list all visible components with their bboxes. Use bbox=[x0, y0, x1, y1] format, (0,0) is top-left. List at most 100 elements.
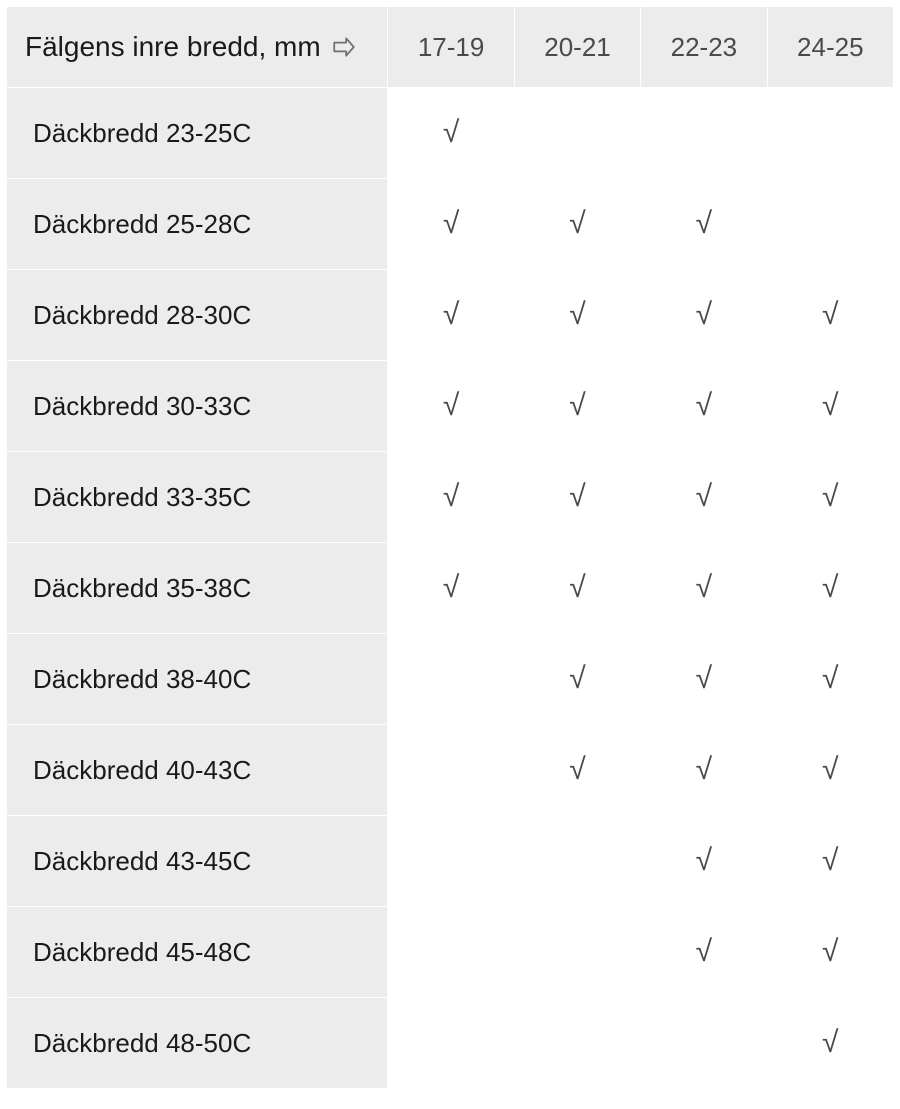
check-icon: √ bbox=[569, 753, 585, 786]
check-icon: √ bbox=[696, 480, 712, 513]
check-icon: √ bbox=[569, 389, 585, 422]
check-icon: √ bbox=[822, 662, 838, 695]
check-icon: √ bbox=[696, 753, 712, 786]
corner-header-label: Fälgens inre bredd, mm bbox=[25, 31, 321, 63]
table-row: Däckbredd 35-38C √ √ √ √ bbox=[7, 543, 894, 634]
table-cell bbox=[388, 725, 514, 816]
check-icon: √ bbox=[822, 389, 838, 422]
row-header-label: Däckbredd 28-30C bbox=[33, 300, 251, 330]
table-cell: √ bbox=[767, 998, 893, 1089]
row-header: Däckbredd 43-45C bbox=[7, 816, 388, 907]
compatibility-table: Fälgens inre bredd, mm 17-19 20-21 22-23… bbox=[6, 6, 894, 1089]
table-cell: √ bbox=[641, 725, 767, 816]
row-header: Däckbredd 23-25C bbox=[7, 88, 388, 179]
table-cell: √ bbox=[514, 543, 640, 634]
table-cell: √ bbox=[388, 270, 514, 361]
col-header-label: 17-19 bbox=[418, 32, 485, 62]
table-cell bbox=[388, 907, 514, 998]
row-header-label: Däckbredd 45-48C bbox=[33, 937, 251, 967]
check-icon: √ bbox=[696, 298, 712, 331]
check-icon: √ bbox=[569, 571, 585, 604]
table-cell: √ bbox=[388, 543, 514, 634]
check-icon: √ bbox=[443, 207, 459, 240]
check-icon: √ bbox=[443, 480, 459, 513]
col-header: 20-21 bbox=[514, 7, 640, 88]
row-header-label: Däckbredd 23-25C bbox=[33, 118, 251, 148]
table-cell bbox=[514, 998, 640, 1089]
check-icon: √ bbox=[443, 116, 459, 149]
table-cell: √ bbox=[641, 907, 767, 998]
row-header: Däckbredd 33-35C bbox=[7, 452, 388, 543]
table-cell: √ bbox=[641, 543, 767, 634]
check-icon: √ bbox=[822, 1026, 838, 1059]
col-header-label: 22-23 bbox=[671, 32, 738, 62]
row-header-label: Däckbredd 25-28C bbox=[33, 209, 251, 239]
row-header: Däckbredd 25-28C bbox=[7, 179, 388, 270]
table-cell: √ bbox=[641, 452, 767, 543]
table-cell: √ bbox=[641, 634, 767, 725]
check-icon: √ bbox=[696, 571, 712, 604]
table-cell: √ bbox=[767, 816, 893, 907]
row-header-label: Däckbredd 33-35C bbox=[33, 482, 251, 512]
table-header-row: Fälgens inre bredd, mm 17-19 20-21 22-23… bbox=[7, 7, 894, 88]
table-cell bbox=[641, 998, 767, 1089]
table-cell: √ bbox=[388, 361, 514, 452]
table-cell bbox=[767, 88, 893, 179]
col-header-label: 20-21 bbox=[544, 32, 611, 62]
table-cell: √ bbox=[514, 361, 640, 452]
check-icon: √ bbox=[696, 662, 712, 695]
table-cell bbox=[514, 907, 640, 998]
check-icon: √ bbox=[696, 844, 712, 877]
check-icon: √ bbox=[696, 389, 712, 422]
table-cell: √ bbox=[767, 907, 893, 998]
check-icon: √ bbox=[569, 662, 585, 695]
table-row: Däckbredd 30-33C √ √ √ √ bbox=[7, 361, 894, 452]
row-header-label: Däckbredd 30-33C bbox=[33, 391, 251, 421]
table-cell: √ bbox=[767, 543, 893, 634]
check-icon: √ bbox=[569, 207, 585, 240]
table-cell: √ bbox=[514, 179, 640, 270]
table-cell bbox=[388, 998, 514, 1089]
table-body: Däckbredd 23-25C√Däckbredd 25-28C√√√Däck… bbox=[7, 88, 894, 1089]
row-header: Däckbredd 35-38C bbox=[7, 543, 388, 634]
row-header-label: Däckbredd 35-38C bbox=[33, 573, 251, 603]
table-cell bbox=[388, 816, 514, 907]
row-header-label: Däckbredd 38-40C bbox=[33, 664, 251, 694]
row-header-label: Däckbredd 43-45C bbox=[33, 846, 251, 876]
table-cell: √ bbox=[767, 634, 893, 725]
table-cell bbox=[641, 88, 767, 179]
check-icon: √ bbox=[822, 844, 838, 877]
table-cell: √ bbox=[514, 270, 640, 361]
check-icon: √ bbox=[443, 389, 459, 422]
check-icon: √ bbox=[443, 571, 459, 604]
table-cell bbox=[514, 816, 640, 907]
table-cell: √ bbox=[767, 725, 893, 816]
table-cell: √ bbox=[514, 725, 640, 816]
compatibility-table-container: Fälgens inre bredd, mm 17-19 20-21 22-23… bbox=[0, 0, 900, 1109]
table-row: Däckbredd 38-40C √ √ √ bbox=[7, 634, 894, 725]
check-icon: √ bbox=[696, 935, 712, 968]
row-header-label: Däckbredd 48-50C bbox=[33, 1028, 251, 1058]
table-cell bbox=[514, 88, 640, 179]
table-row: Däckbredd 48-50C √ bbox=[7, 998, 894, 1089]
table-cell: √ bbox=[514, 452, 640, 543]
row-header: Däckbredd 40-43C bbox=[7, 725, 388, 816]
check-icon: √ bbox=[822, 571, 838, 604]
table-cell: √ bbox=[767, 452, 893, 543]
table-cell: √ bbox=[641, 361, 767, 452]
table-cell bbox=[388, 634, 514, 725]
table-cell bbox=[767, 179, 893, 270]
table-row: Däckbredd 43-45C √ √ bbox=[7, 816, 894, 907]
check-icon: √ bbox=[822, 753, 838, 786]
check-icon: √ bbox=[569, 480, 585, 513]
table-cell: √ bbox=[767, 361, 893, 452]
table-row: Däckbredd 28-30C√√√√ bbox=[7, 270, 894, 361]
col-header: 22-23 bbox=[641, 7, 767, 88]
table-cell: √ bbox=[388, 452, 514, 543]
check-icon: √ bbox=[569, 298, 585, 331]
col-header: 17-19 bbox=[388, 7, 514, 88]
table-cell: √ bbox=[641, 179, 767, 270]
arrow-right-icon bbox=[331, 34, 357, 60]
table-cell: √ bbox=[388, 179, 514, 270]
table-row: Däckbredd 40-43C √ √ √ bbox=[7, 725, 894, 816]
